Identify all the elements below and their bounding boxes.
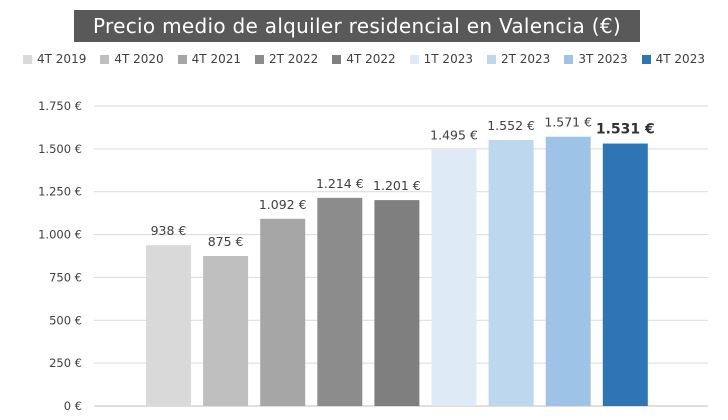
legend-label: 2T 2022 [269,52,319,66]
legend-swatch [641,54,651,64]
bar [602,143,648,407]
legend-label: 4T 2019 [37,52,87,66]
legend-item: 4T 2022 [332,52,396,66]
bar [374,200,420,406]
legend-item: 4T 2020 [100,52,164,66]
bar [488,139,534,406]
bar [431,149,477,406]
y-tick-label: 750 € [49,270,82,284]
y-tick-label: 1.500 € [38,142,82,156]
legend-item: 1T 2023 [409,52,473,66]
legend-swatch [409,54,419,64]
legend-label: 4T 2023 [655,52,705,66]
chart-title: Precio medio de alquiler residencial en … [93,14,621,38]
data-label: 1.552 € [487,118,535,133]
y-tick-label: 500 € [49,313,82,327]
legend-swatch [332,54,342,64]
legend-swatch [255,54,264,64]
bar [260,218,306,406]
data-label: 1.214 € [316,176,364,191]
data-label: 1.531 € [596,122,655,138]
legend-label: 2T 2023 [500,52,551,66]
data-label: 1.092 € [259,197,307,212]
y-tick-label: 1.750 € [38,99,82,113]
legend-item: 4T 2019 [23,52,86,66]
data-label: 1.495 € [430,128,478,143]
legend-swatch [564,54,574,64]
bar [146,245,191,406]
chart-title-banner: Precio medio de alquiler residencial en … [74,10,640,42]
y-tick-label: 0 € [64,399,82,413]
legend-label: 4T 2021 [191,52,241,66]
bar [203,256,249,406]
y-tick-label: 250 € [49,356,82,370]
legend-item: 4T 2023 [641,52,705,66]
legend-swatch [486,54,496,64]
legend-label: 4T 2022 [346,52,396,66]
legend-item: 2T 2022 [255,52,318,66]
legend-label: 3T 2023 [578,52,628,66]
legend-label: 1T 2023 [423,52,473,66]
legend-label: 4T 2020 [114,52,164,66]
y-tick-label: 1.000 € [38,228,82,242]
y-tick-label: 1.250 € [38,185,82,199]
legend-swatch [177,54,187,64]
chart-legend: 4T 2019 4T 2020 4T 2021 2T 2022 4T 2022 1T 20… [0,50,728,68]
data-label: 1.201 € [373,178,421,193]
legend-item: 4T 2021 [177,52,241,66]
bar [317,197,363,406]
data-label: 938 € [151,223,187,238]
legend-item: 2T 2023 [486,52,551,66]
bar [545,136,591,406]
legend-swatch [100,54,110,64]
data-label: 1.571 € [544,115,592,130]
legend-item: 3T 2023 [564,52,628,66]
data-label: 875 € [208,234,244,249]
legend-swatch [23,54,33,64]
